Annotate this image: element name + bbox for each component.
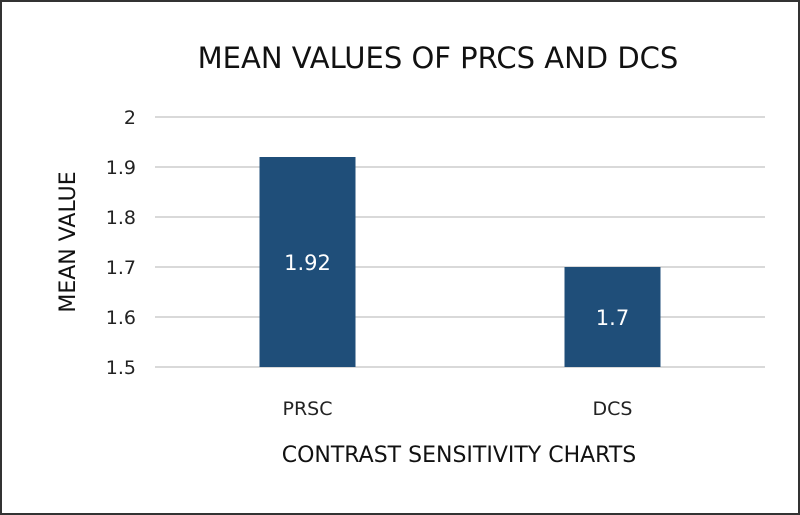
x-axis-title: CONTRAST SENSITIVITY CHARTS	[282, 443, 637, 468]
y-axis-ticks: 1.5 1.6 1.7 1.8 1.9 2	[106, 107, 136, 379]
y-tick-label: 1.7	[106, 257, 136, 279]
chart-title: MEAN VALUES OF PRCS AND DCS	[198, 41, 679, 75]
y-tick-label: 1.6	[106, 307, 136, 329]
y-tick-label: 1.8	[106, 207, 136, 229]
y-axis-title: MEAN VALUE	[56, 171, 81, 312]
bars	[259, 157, 661, 367]
y-tick-label: 2	[124, 107, 136, 129]
gridlines	[155, 116, 765, 368]
y-tick-label: 1.9	[106, 157, 136, 179]
x-tick-label: PRSC	[283, 398, 333, 420]
bar-dcs	[564, 267, 661, 367]
data-labels: 1.92 1.7	[284, 251, 629, 330]
data-label: 1.92	[284, 251, 331, 275]
data-label: 1.7	[596, 306, 629, 330]
bar-prsc	[259, 157, 356, 367]
x-tick-label: DCS	[593, 398, 633, 420]
x-axis-categories: PRSC DCS	[283, 398, 633, 420]
y-tick-label: 1.5	[106, 357, 136, 379]
